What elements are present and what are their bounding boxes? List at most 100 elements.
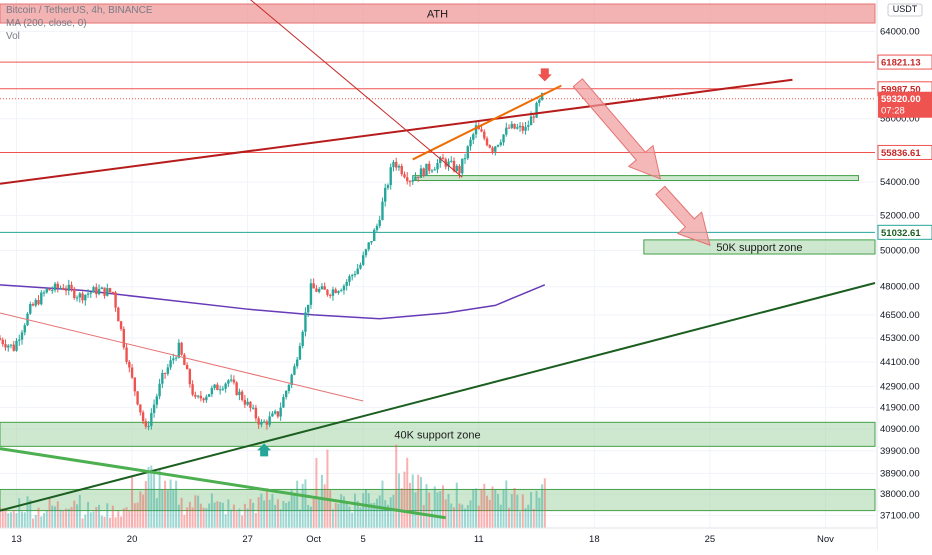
candle-body (345, 281, 348, 286)
volume-bar (499, 504, 502, 528)
candle-body (262, 421, 266, 423)
candle-body (540, 93, 544, 100)
candle-body (207, 394, 211, 397)
candle-body (397, 165, 401, 168)
ma-indicator-label: MA (200, close, 0) (6, 18, 87, 29)
candle-body (419, 168, 423, 178)
candle-body (243, 399, 247, 405)
candle-body (161, 372, 164, 384)
candle-body (521, 125, 524, 131)
candle-body (452, 160, 456, 171)
price-tick-label: 39900.00 (880, 446, 920, 457)
volume-bar (208, 503, 211, 528)
time-axis[interactable]: 13 20 27 Oct 5 11 18 25 Nov (0, 527, 877, 550)
volume-bar (378, 495, 381, 528)
volume-bar (169, 479, 172, 528)
candle-body (384, 187, 387, 202)
volume-bar (276, 499, 279, 528)
price-tick-label: 38000.00 (880, 489, 920, 500)
candle-body (287, 385, 291, 391)
volume-bar (186, 507, 189, 528)
candle-body (339, 290, 343, 292)
last-price-label: 59320.00 (881, 94, 921, 105)
volume-bar (356, 500, 359, 528)
volume-bar (472, 490, 475, 528)
candle-body (53, 283, 57, 291)
time-tick-label: 11 (474, 534, 484, 545)
candle-body (293, 366, 296, 375)
candle-body (529, 116, 533, 126)
volume-bar (331, 509, 334, 528)
zone-label: ATH (427, 9, 448, 21)
volume-bar (62, 510, 65, 528)
volume-bar (56, 501, 59, 528)
candle-body (425, 163, 428, 176)
candle-body (163, 372, 167, 374)
volume-bar (84, 514, 87, 528)
candle-body (139, 404, 142, 413)
volume-bar (488, 499, 491, 528)
moving-average-layer (0, 284, 546, 320)
volume-bar (400, 488, 403, 528)
volume-bar (265, 488, 268, 528)
volume-bar (351, 512, 354, 528)
candle-body (337, 291, 340, 293)
candle-body (117, 307, 120, 322)
volume-bar (249, 498, 252, 528)
candle-body (290, 374, 293, 386)
volume-bar (216, 501, 219, 528)
volume-bar (111, 505, 114, 528)
candle-body (177, 342, 181, 358)
candle-body (166, 367, 170, 374)
candle-body (510, 123, 513, 128)
candle-body (518, 125, 522, 128)
candle-body (406, 177, 409, 182)
symbol-title: Bitcoin / TetherUS, 4h, BINANCE (6, 5, 153, 16)
candle-layer (0, 92, 547, 431)
volume-bar (532, 508, 535, 528)
volume-bar (530, 492, 533, 528)
volume-bar (304, 479, 307, 528)
candle-body (411, 180, 414, 182)
volume-bar (307, 504, 310, 528)
volume-bar (293, 494, 296, 528)
candle-body (282, 397, 285, 408)
volume-bar (301, 483, 304, 528)
volume-bar (453, 507, 456, 528)
candle-body (348, 276, 351, 282)
candle-body (417, 176, 420, 178)
candle-body (433, 169, 436, 171)
volume-bar (48, 498, 51, 528)
price-axis[interactable]: USDT 64000.00 58000.00 54000.00 52000.00 5000… (876, 0, 932, 550)
volume-bar (158, 468, 161, 528)
volume-bar (543, 478, 546, 528)
ma200-line (0, 284, 546, 320)
candle-body (298, 346, 302, 360)
volume-bar (67, 508, 70, 528)
volume-bar (153, 470, 156, 528)
volume-bar (98, 504, 101, 528)
candle-body (141, 412, 145, 422)
candle-body (92, 287, 95, 293)
zone-label-layer: ATH 50K support zone 40K support zone (394, 9, 802, 442)
volume-bar (92, 511, 95, 528)
candle-body (31, 304, 35, 306)
candle-body (359, 264, 362, 269)
volume-bar (12, 510, 15, 528)
candle-body (199, 395, 203, 399)
volume-bar (370, 503, 373, 528)
candle-body (150, 413, 153, 427)
candle-body (502, 134, 505, 143)
volume-bar (508, 507, 511, 528)
volume-bar (23, 512, 26, 528)
volume-bar (29, 499, 32, 528)
candle-body (403, 174, 406, 178)
currency-label: USDT (893, 4, 918, 14)
candle-body (375, 225, 379, 230)
volume-bar (527, 504, 530, 528)
candle-body (320, 286, 324, 290)
candle-body (40, 292, 43, 305)
volume-bar (386, 504, 389, 528)
